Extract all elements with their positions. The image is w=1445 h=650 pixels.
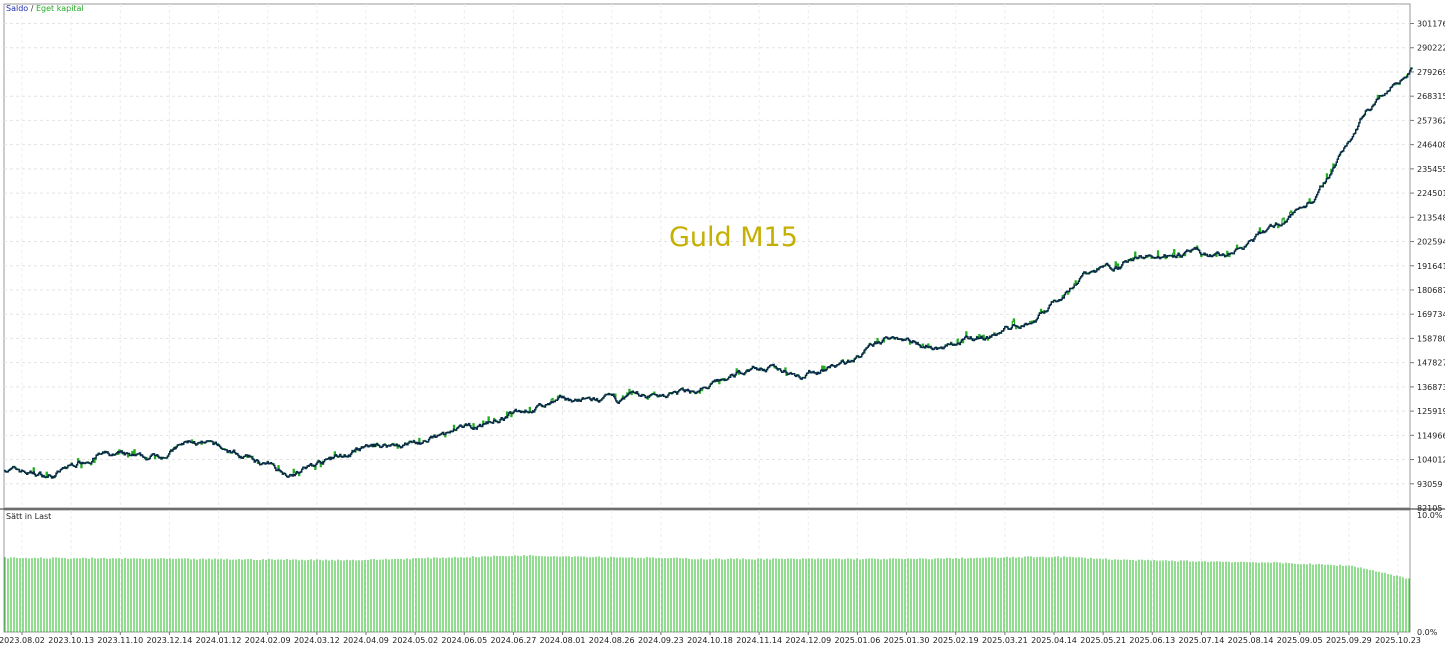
main-plot-frame <box>3 3 1411 509</box>
x-tick-label: 2025.07.14 <box>1179 636 1225 645</box>
x-tick-label: 2024.06.05 <box>441 636 487 645</box>
x-tick-label: 2023.10.13 <box>48 636 94 645</box>
legend-separator: / <box>30 4 34 13</box>
series-line-balance <box>4 67 1413 479</box>
subwindow-title: Sätt in Last <box>6 512 52 521</box>
sub-y-tick-label: 10.0% <box>1417 511 1443 520</box>
y-tick-label: 180687 <box>1417 286 1445 295</box>
x-tick-label: 2025.06.13 <box>1129 636 1175 645</box>
x-tick-label: 2024.02.09 <box>245 636 291 645</box>
x-tick-label: 2025.09.29 <box>1326 636 1372 645</box>
chart-legend: Saldo / Eget kapital <box>6 4 84 14</box>
y-tick-label: 301176 <box>1417 20 1445 29</box>
y-tick-label: 257362 <box>1417 116 1445 125</box>
y-tick-label: 147827 <box>1417 359 1445 368</box>
x-tick-label: 2023.12.14 <box>147 636 193 645</box>
y-tick-label: 158780 <box>1417 334 1445 343</box>
x-tick-label: 2024.12.09 <box>785 636 831 645</box>
series-line-equity <box>4 67 1413 479</box>
x-tick-label: 2025.08.14 <box>1228 636 1274 645</box>
x-tick-label: 2025.05.21 <box>1080 636 1126 645</box>
x-tick-label: 2025.10.23 <box>1375 636 1421 645</box>
y-tick-label: 104012 <box>1417 456 1445 465</box>
x-tick-label: 2024.08.26 <box>589 636 635 645</box>
sub-y-tick-label: 0.0% <box>1417 628 1438 637</box>
x-tick-label: 2025.03.21 <box>982 636 1028 645</box>
y-tick-label: 136873 <box>1417 383 1445 392</box>
y-tick-label: 235455 <box>1417 165 1445 174</box>
x-tick-label: 2024.05.02 <box>392 636 438 645</box>
y-tick-label: 202594 <box>1417 238 1445 247</box>
legend-balance: Saldo <box>6 4 29 13</box>
y-tick-label: 224501 <box>1417 189 1445 198</box>
y-tick-label: 290222 <box>1417 44 1445 53</box>
x-tick-label: 2025.02.19 <box>933 636 979 645</box>
x-tick-label: 2024.10.18 <box>687 636 733 645</box>
x-tick-label: 2024.08.01 <box>540 636 586 645</box>
x-tick-label: 2025.01.30 <box>884 636 930 645</box>
legend-equity: Eget kapital <box>35 4 84 13</box>
y-tick-label: 125919 <box>1417 407 1445 416</box>
x-tick-label: 2023.08.02 <box>0 636 45 645</box>
chart-annotation: Guld M15 <box>669 222 798 253</box>
x-tick-label: 2024.11.14 <box>736 636 782 645</box>
y-tick-label: 268315 <box>1417 92 1445 101</box>
y-tick-label: 114966 <box>1417 431 1445 440</box>
y-tick-label: 246408 <box>1417 141 1445 150</box>
x-tick-label: 2024.01.12 <box>196 636 242 645</box>
x-tick-label: 2024.03.12 <box>294 636 340 645</box>
y-tick-label: 213548 <box>1417 213 1445 222</box>
x-tick-label: 2023.11.10 <box>97 636 143 645</box>
y-tick-label: 169734 <box>1417 310 1445 319</box>
x-tick-label: 2024.06.27 <box>491 636 537 645</box>
x-tick-label: 2025.01.06 <box>835 636 881 645</box>
y-tick-label: 191641 <box>1417 262 1445 271</box>
x-tick-label: 2025.04.14 <box>1031 636 1077 645</box>
x-tick-label: 2025.09.05 <box>1277 636 1323 645</box>
x-tick-label: 2024.09.23 <box>638 636 684 645</box>
x-tick-label: 2024.04.09 <box>343 636 389 645</box>
y-tick-label: 279269 <box>1417 68 1445 77</box>
y-tick-label: 93059 <box>1417 480 1442 489</box>
y-tick-label-cut: 82105 <box>1417 504 1442 513</box>
